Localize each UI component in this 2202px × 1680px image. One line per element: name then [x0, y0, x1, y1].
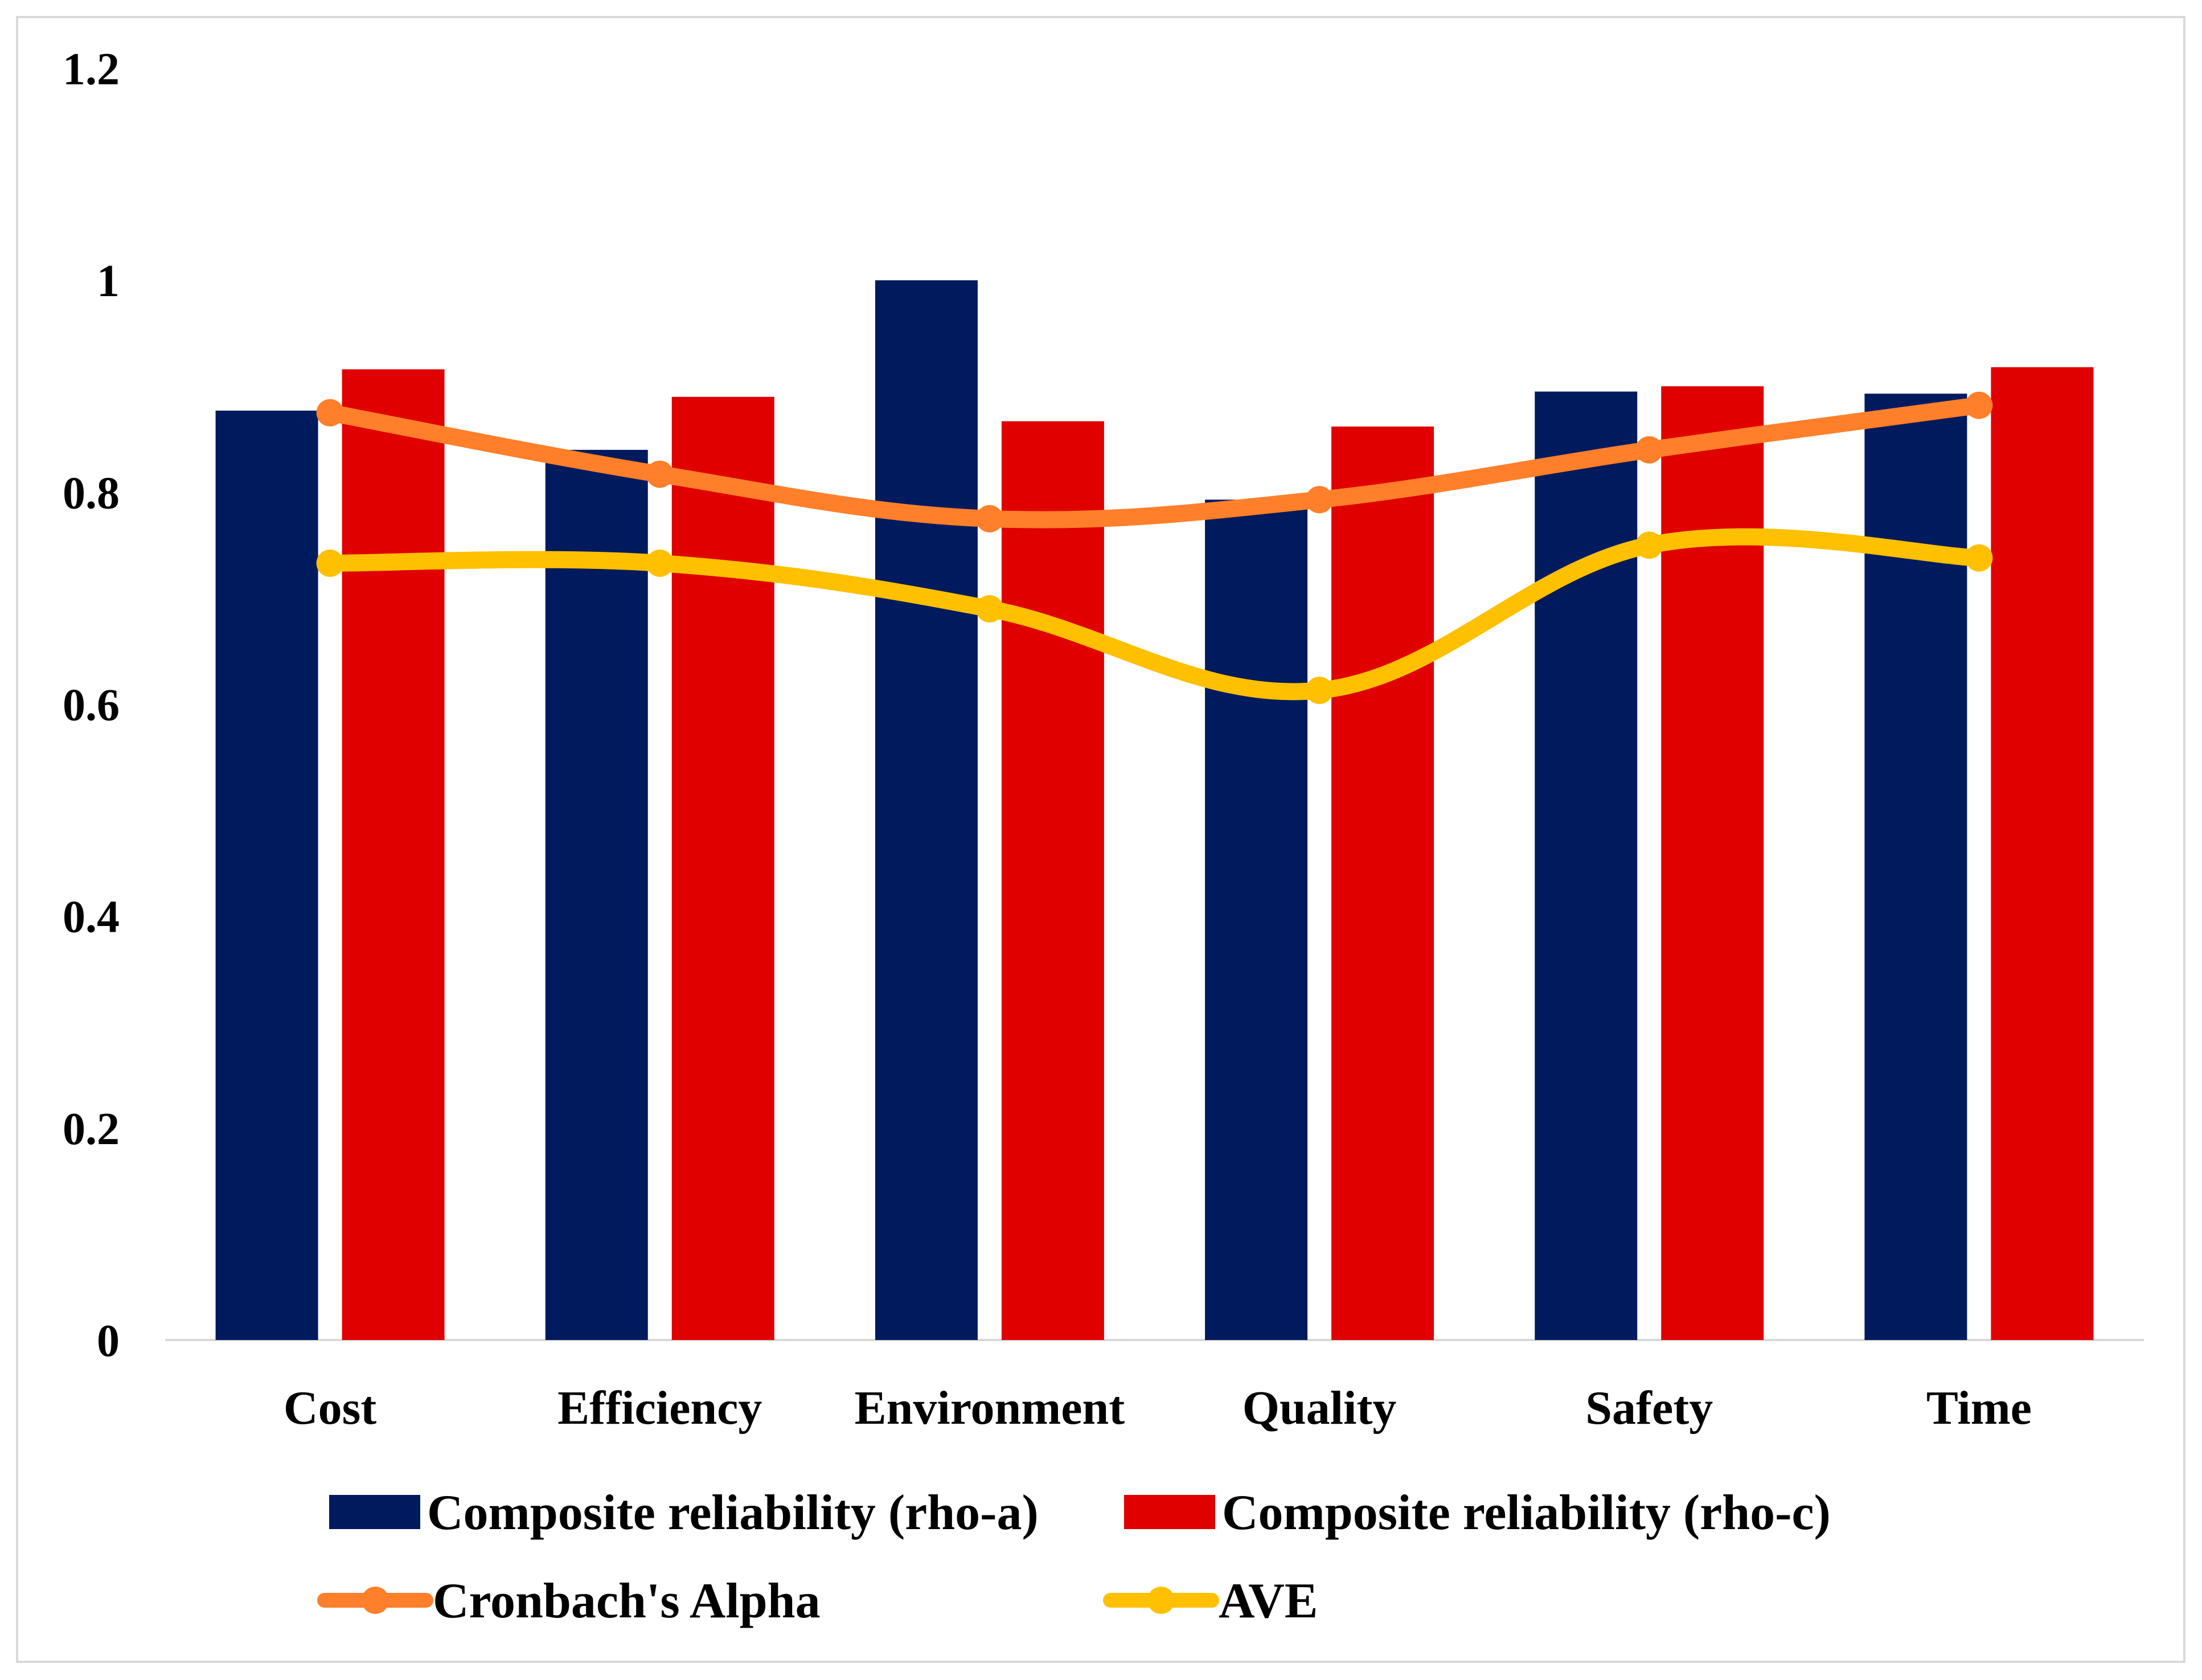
bar-rho-a: [1864, 394, 1967, 1340]
bar-rho-a: [545, 449, 648, 1340]
legend-marker: [362, 1587, 389, 1614]
marker-ave: [646, 550, 674, 577]
x-tick-label: Environment: [855, 1382, 1125, 1435]
y-tick-label: 0.2: [63, 1104, 120, 1154]
legend-swatch: [1124, 1495, 1215, 1529]
x-tick-label: Safety: [1585, 1382, 1713, 1435]
legend-item: AVE: [1103, 1574, 1318, 1629]
y-tick-label: 0: [97, 1316, 120, 1366]
legend-marker: [1147, 1587, 1175, 1614]
marker-cronbachs-alpha: [646, 460, 674, 488]
marker-cronbachs-alpha: [1965, 391, 1993, 419]
line-layer: [316, 391, 1993, 704]
marker-cronbachs-alpha: [1635, 436, 1663, 464]
legend-swatch: [329, 1495, 420, 1529]
marker-cronbachs-alpha: [1306, 486, 1334, 514]
bar-rho-c: [1331, 426, 1434, 1340]
bar-rho-a: [1535, 391, 1638, 1340]
legend-label: Composite reliability (rho-c): [1222, 1485, 1831, 1540]
legend-label: AVE: [1219, 1574, 1318, 1629]
x-tick-label: Time: [1926, 1382, 2032, 1435]
marker-ave: [975, 595, 1003, 623]
marker-ave: [1306, 677, 1334, 704]
bar-rho-a: [875, 280, 978, 1341]
x-tick-label: Cost: [284, 1382, 376, 1435]
marker-cronbachs-alpha: [316, 399, 344, 427]
legend-item: Composite reliability (rho-c): [1124, 1485, 1831, 1540]
bar-rho-a: [1205, 499, 1308, 1341]
y-tick-label: 0.4: [63, 892, 120, 943]
marker-ave: [316, 550, 344, 577]
x-tick-label: Efficiency: [557, 1382, 762, 1435]
marker-ave: [1965, 544, 1993, 572]
axis-layer: 0 0.2 0.4 0.6 0.8 1 1.2 Cost Efficiency Environme…: [63, 44, 2144, 1435]
legend-item: Cronbach's Alpha: [317, 1574, 821, 1629]
legend: Composite reliability (rho-a) Composite r…: [317, 1485, 1831, 1629]
bar-rho-a: [215, 411, 318, 1340]
y-tick-label: 0.8: [63, 468, 120, 518]
bar-rho-c: [671, 396, 774, 1340]
line-cronbachs-alpha: [321, 396, 1988, 528]
marker-cronbachs-alpha: [975, 505, 1003, 532]
y-tick-label: 1: [97, 256, 120, 306]
line-ave: [321, 528, 1988, 700]
legend-item: Composite reliability (rho-a): [329, 1485, 1039, 1540]
x-tick-label: Quality: [1243, 1382, 1397, 1435]
legend-label: Cronbach's Alpha: [433, 1574, 821, 1629]
y-tick-label: 1.2: [63, 44, 120, 95]
bar-rho-c: [1991, 367, 2094, 1340]
bar-rho-c: [1001, 421, 1104, 1340]
y-tick-label: 0.6: [63, 681, 120, 731]
bar-rho-c: [342, 369, 445, 1340]
marker-ave: [1635, 531, 1663, 559]
legend-label: Composite reliability (rho-a): [427, 1485, 1039, 1540]
